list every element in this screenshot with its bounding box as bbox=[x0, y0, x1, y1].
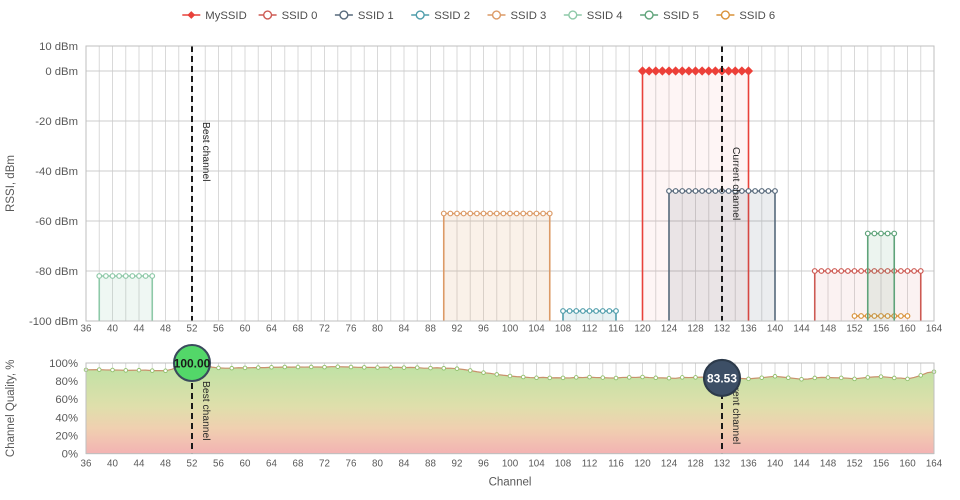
svg-text:68: 68 bbox=[293, 459, 304, 470]
svg-text:SSID 0: SSID 0 bbox=[282, 10, 318, 22]
svg-text:-40 dBm: -40 dBm bbox=[35, 166, 78, 178]
svg-text:136: 136 bbox=[740, 324, 757, 335]
svg-text:100: 100 bbox=[502, 324, 519, 335]
svg-text:64: 64 bbox=[266, 459, 277, 470]
svg-text:SSID 6: SSID 6 bbox=[739, 10, 775, 22]
svg-text:SSID 4: SSID 4 bbox=[587, 10, 623, 22]
svg-text:104: 104 bbox=[528, 459, 545, 470]
svg-text:0%: 0% bbox=[62, 449, 78, 461]
svg-text:-100 dBm: -100 dBm bbox=[29, 316, 78, 328]
svg-text:88: 88 bbox=[425, 459, 436, 470]
svg-text:144: 144 bbox=[793, 459, 810, 470]
svg-text:140: 140 bbox=[767, 459, 784, 470]
svg-text:Channel: Channel bbox=[489, 477, 532, 489]
svg-text:56: 56 bbox=[213, 459, 224, 470]
svg-text:156: 156 bbox=[873, 324, 890, 335]
svg-text:116: 116 bbox=[608, 324, 624, 335]
svg-text:132: 132 bbox=[714, 324, 730, 335]
svg-text:-60 dBm: -60 dBm bbox=[35, 216, 78, 228]
svg-text:108: 108 bbox=[555, 459, 572, 470]
svg-text:104: 104 bbox=[528, 324, 545, 335]
svg-text:64: 64 bbox=[266, 324, 277, 335]
svg-text:0 dBm: 0 dBm bbox=[45, 66, 78, 78]
svg-text:40%: 40% bbox=[55, 412, 78, 424]
svg-text:132: 132 bbox=[714, 459, 730, 470]
svg-text:80%: 80% bbox=[55, 376, 78, 388]
svg-text:116: 116 bbox=[608, 459, 624, 470]
svg-text:124: 124 bbox=[661, 324, 678, 335]
svg-text:SSID 5: SSID 5 bbox=[663, 10, 699, 22]
svg-text:128: 128 bbox=[687, 459, 704, 470]
svg-text:148: 148 bbox=[820, 459, 837, 470]
svg-text:40: 40 bbox=[107, 459, 118, 470]
svg-text:100.00: 100.00 bbox=[174, 357, 211, 371]
svg-text:152: 152 bbox=[846, 324, 862, 335]
svg-text:120: 120 bbox=[634, 324, 651, 335]
svg-text:136: 136 bbox=[740, 459, 757, 470]
svg-text:76: 76 bbox=[346, 459, 357, 470]
svg-text:56: 56 bbox=[213, 324, 224, 335]
svg-text:96: 96 bbox=[478, 459, 489, 470]
svg-text:148: 148 bbox=[820, 324, 837, 335]
svg-text:Channel Quality, %: Channel Quality, % bbox=[5, 360, 17, 458]
svg-text:10 dBm: 10 dBm bbox=[39, 41, 78, 53]
svg-text:92: 92 bbox=[452, 459, 463, 470]
svg-text:140: 140 bbox=[767, 324, 784, 335]
svg-text:76: 76 bbox=[346, 324, 357, 335]
svg-text:36: 36 bbox=[81, 324, 92, 335]
svg-text:92: 92 bbox=[452, 324, 463, 335]
svg-text:128: 128 bbox=[687, 324, 704, 335]
svg-text:Best channel: Best channel bbox=[200, 122, 211, 182]
svg-text:60: 60 bbox=[240, 459, 251, 470]
svg-text:44: 44 bbox=[134, 459, 145, 470]
svg-text:60: 60 bbox=[240, 324, 251, 335]
svg-text:Current channel: Current channel bbox=[730, 147, 741, 220]
svg-text:164: 164 bbox=[926, 459, 943, 470]
svg-text:-80 dBm: -80 dBm bbox=[35, 266, 78, 278]
svg-text:144: 144 bbox=[793, 324, 810, 335]
svg-text:68: 68 bbox=[293, 324, 304, 335]
svg-text:Best channel: Best channel bbox=[200, 381, 211, 441]
svg-text:72: 72 bbox=[319, 459, 330, 470]
svg-text:36: 36 bbox=[81, 459, 92, 470]
svg-text:124: 124 bbox=[661, 459, 678, 470]
svg-text:20%: 20% bbox=[55, 431, 78, 443]
svg-text:80: 80 bbox=[372, 324, 383, 335]
svg-text:96: 96 bbox=[478, 324, 489, 335]
svg-text:164: 164 bbox=[926, 324, 943, 335]
svg-text:83.53: 83.53 bbox=[707, 371, 737, 385]
svg-text:88: 88 bbox=[425, 324, 436, 335]
svg-text:80: 80 bbox=[372, 459, 383, 470]
svg-text:48: 48 bbox=[160, 459, 171, 470]
svg-text:60%: 60% bbox=[55, 394, 78, 406]
svg-text:52: 52 bbox=[187, 324, 198, 335]
svg-text:40: 40 bbox=[107, 324, 118, 335]
svg-text:160: 160 bbox=[899, 324, 916, 335]
svg-text:108: 108 bbox=[555, 324, 572, 335]
svg-text:MySSID: MySSID bbox=[205, 10, 246, 22]
svg-text:72: 72 bbox=[319, 324, 330, 335]
svg-text:160: 160 bbox=[899, 459, 916, 470]
svg-text:112: 112 bbox=[582, 324, 598, 335]
svg-text:120: 120 bbox=[634, 459, 651, 470]
svg-text:52: 52 bbox=[187, 459, 198, 470]
svg-text:156: 156 bbox=[873, 459, 890, 470]
svg-text:SSID 2: SSID 2 bbox=[434, 10, 470, 22]
svg-text:-20 dBm: -20 dBm bbox=[35, 116, 78, 128]
svg-text:112: 112 bbox=[582, 459, 598, 470]
svg-text:152: 152 bbox=[846, 459, 862, 470]
svg-text:SSID 1: SSID 1 bbox=[358, 10, 394, 22]
svg-text:84: 84 bbox=[399, 324, 410, 335]
svg-text:100%: 100% bbox=[49, 358, 78, 370]
svg-text:84: 84 bbox=[399, 459, 410, 470]
svg-text:RSSI, dBm: RSSI, dBm bbox=[5, 155, 17, 212]
svg-text:100: 100 bbox=[502, 459, 519, 470]
svg-text:44: 44 bbox=[134, 324, 145, 335]
svg-text:SSID 3: SSID 3 bbox=[511, 10, 547, 22]
svg-text:48: 48 bbox=[160, 324, 171, 335]
